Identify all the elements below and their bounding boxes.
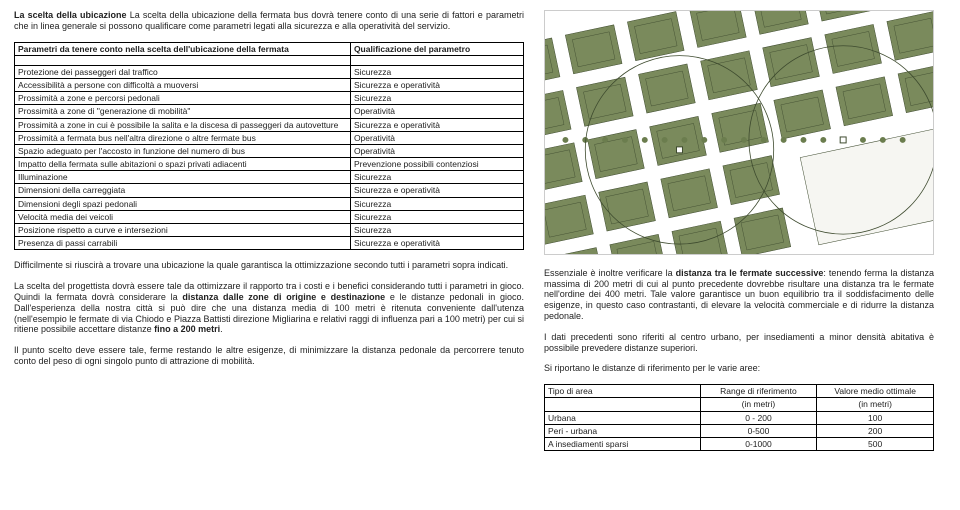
table-row: Peri - urbana0-500200	[545, 424, 934, 437]
table-row: Velocità media dei veicoliSicurezza	[15, 210, 524, 223]
table-row: Presenza di passi carrabiliSicurezza e o…	[15, 237, 524, 250]
ranges-header: Tipo di area	[545, 385, 701, 398]
table-header-param: Parametri da tenere conto nella scelta d…	[15, 42, 351, 55]
table-row: Accessibilità a persone con difficoltà a…	[15, 78, 524, 91]
para-3: Il punto scelto deve essere tale, ferme …	[14, 345, 524, 367]
para-1: Difficilmente si riuscirà a trovare una …	[14, 260, 524, 271]
ranges-header: Range di riferimento	[700, 385, 817, 398]
map-figure	[544, 10, 934, 255]
table-row: Dimensioni della carreggiataSicurezza e …	[15, 184, 524, 197]
table-row: Dimensioni degli spazi pedonaliSicurezza	[15, 197, 524, 210]
table-header-qual: Qualificazione del parametro	[350, 42, 523, 55]
right-para-1: Essenziale è inoltre verificare la dista…	[544, 268, 934, 322]
intro-lead: La scelta della ubicazione	[14, 10, 127, 20]
table-row: IlluminazioneSicurezza	[15, 171, 524, 184]
ranges-header: Valore medio ottimale	[817, 385, 934, 398]
para-2: La scelta del progettista dovrà essere t…	[14, 281, 524, 335]
table-row: Posizione rispetto a curve e intersezion…	[15, 224, 524, 237]
ranges-table: Tipo di areaRange di riferimentoValore m…	[544, 384, 934, 451]
intro-paragraph: La scelta della ubicazione La scelta del…	[14, 10, 524, 32]
table-row: A insediamenti sparsi0-1000500	[545, 437, 934, 450]
table-row: Prossimità a zone di "generazione di mob…	[15, 105, 524, 118]
table-row: Spazio adeguato per l'accosto in funzion…	[15, 144, 524, 157]
table-row: Prossimità a fermata bus nell'altra dire…	[15, 131, 524, 144]
table-row: Prossimità a zone e percorsi pedonaliSic…	[15, 92, 524, 105]
right-para-2: I dati precedenti sono riferiti al centr…	[544, 332, 934, 354]
table-row: Protezione dei passeggeri dal trafficoSi…	[15, 65, 524, 78]
parameters-table: Parametri da tenere conto nella scelta d…	[14, 42, 524, 251]
table-row: Impatto della fermata sulle abitazioni o…	[15, 158, 524, 171]
right-para-3: Si riportano le distanze di riferimento …	[544, 363, 934, 374]
table-row: Prossimità a zone in cui è possibile la …	[15, 118, 524, 131]
table-row: Urbana0 - 200100	[545, 411, 934, 424]
